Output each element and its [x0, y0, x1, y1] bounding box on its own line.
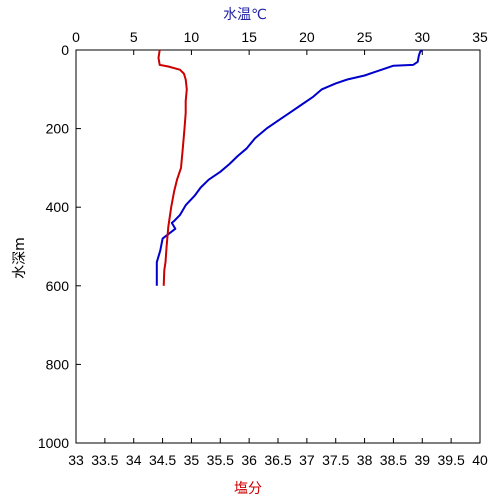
- series-layer: [155, 49, 423, 286]
- bottom-axis-tick-label: 39: [414, 452, 430, 468]
- bottom-axis-tick-label: 40: [472, 452, 488, 468]
- tick-labels: 0 5 10 15 20 25 30 35 33 33.5 34 34.5 35 35.5 36 36.5 37…: [38, 29, 488, 468]
- bottom-axis-tick-label: 35.5: [207, 452, 234, 468]
- bottom-axis-tick-label: 35: [184, 452, 200, 468]
- bottom-axis-tick-label: 38.5: [380, 452, 407, 468]
- top-axis-tick-label: 35: [472, 29, 488, 45]
- top-axis-tick-label: 10: [184, 29, 200, 45]
- top-axis-tick-label: 20: [299, 29, 315, 45]
- temperature-profile-line: [155, 49, 423, 286]
- y-axis-tick-label: 200: [46, 121, 70, 137]
- bottom-axis-tick-label: 36: [241, 452, 257, 468]
- y-axis-title: 水深m: [12, 237, 28, 279]
- top-axis-tick-label: 15: [241, 29, 257, 45]
- bottom-axis-tick-label: 34: [126, 452, 142, 468]
- top-axis-tick-label: 30: [414, 29, 430, 45]
- bottom-axis-tick-label: 39.5: [438, 452, 465, 468]
- top-axis-tick-label: 0: [72, 29, 80, 45]
- plot-border: [75, 49, 481, 444]
- plot-area: [75, 49, 481, 444]
- bottom-axis-tick-label: 38: [357, 452, 373, 468]
- bottom-axis-tick-label: 33: [68, 452, 84, 468]
- bottom-axis-tick-label: 37: [299, 452, 315, 468]
- bottom-axis-tick-label: 34.5: [149, 452, 176, 468]
- top-axis-tick-label: 5: [130, 29, 138, 45]
- y-axis-tick-label: 1000: [38, 435, 69, 451]
- y-axis-tick-label: 0: [61, 42, 69, 58]
- top-axis-tick-label: 25: [357, 29, 373, 45]
- bottom-axis-tick-label: 36.5: [264, 452, 291, 468]
- y-axis-tick-label: 600: [46, 278, 70, 294]
- bottom-axis-tick-label: 37.5: [322, 452, 349, 468]
- y-axis-tick-label: 400: [46, 199, 70, 215]
- top-axis-title: 水温℃: [223, 7, 267, 23]
- bottom-axis-title: 塩分: [234, 481, 262, 497]
- salinity-profile-line: [157, 49, 188, 286]
- bottom-axis-tick-label: 33.5: [91, 452, 118, 468]
- axis-ticks: [75, 49, 481, 444]
- y-axis-tick-label: 800: [46, 356, 70, 372]
